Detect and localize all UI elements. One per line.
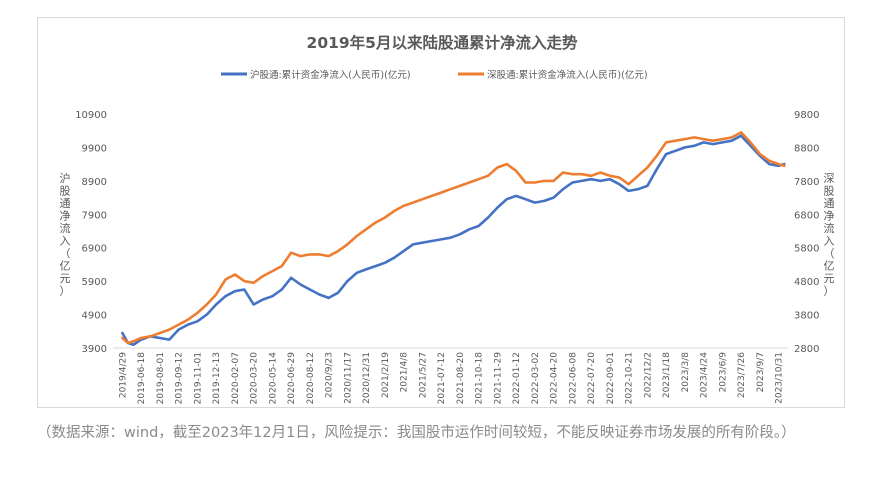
x-tick-label: 2022-06-08 — [568, 352, 578, 405]
series-line-shenzhen — [121, 131, 786, 345]
legend: 沪股通:累计资金净流入(人民币)(亿元) 深股通:累计资金净流入(人民币)(亿元… — [221, 69, 648, 81]
y-right-tick-label: 2800 — [794, 344, 819, 355]
x-tick-label: 2019-11-01 — [193, 352, 203, 404]
y-left-tick-label: 9900 — [82, 143, 107, 154]
y-right-tick-label: 3800 — [794, 311, 819, 322]
chart-title: 2019年5月以来陆股通累计净流入走势 — [307, 33, 578, 52]
x-tick-label: 2020-06-29 — [287, 352, 297, 405]
x-tick-label: 2020/11/17 — [343, 352, 353, 404]
series-layer — [121, 131, 786, 347]
x-tick-label: 2021-07-12 — [437, 352, 447, 404]
x-tick-label: 2023/6/9 — [718, 352, 728, 393]
x-tick-label: 2020/12/31 — [362, 352, 372, 404]
x-tick-label: 2022-07-20 — [587, 352, 597, 405]
y-right-tick-label: 4800 — [794, 277, 819, 288]
x-tick-label: 2022/12/2 — [643, 352, 653, 398]
y-right-tick-label: 5800 — [794, 244, 819, 255]
x-tick-label: 2019/4/29 — [118, 352, 128, 398]
x-tick-label: 2020-03-20 — [250, 352, 260, 405]
x-tick-label: 2020-08-12 — [306, 352, 316, 404]
x-tick-label: 2023/7/26 — [737, 352, 747, 398]
source-caption: （数据来源：wind，截至2023年12月1日，风险提示：我国股市运作时间较短，… — [37, 425, 796, 441]
x-tick-label: 2022-01-12 — [512, 352, 522, 404]
y-left-tick-label: 6900 — [82, 244, 107, 255]
y-right-tick-label: 7800 — [794, 177, 819, 188]
x-tick-label: 2021/5/27 — [418, 352, 428, 398]
y-right-tick-label: 9800 — [794, 110, 819, 121]
legend-label-shenzhen: 深股通:累计资金净流入(人民币)(亿元) — [487, 69, 648, 81]
x-tick-label: 2019-06-18 — [137, 352, 147, 405]
x-tick-label: 2021-10-18 — [475, 352, 485, 405]
x-tick-label: 2019-12-13 — [212, 352, 222, 404]
x-tick-label: 2023/3/8 — [681, 352, 691, 393]
x-tick-label: 2021/4/8 — [400, 352, 410, 393]
x-tick-label: 2022-09-01 — [606, 352, 616, 404]
line-chart: 2019年5月以来陆股通累计净流入走势 沪股通:累计资金净流入(人民币)(亿元)… — [60, 33, 835, 405]
x-tick-label: 2021-08-20 — [456, 352, 466, 405]
y-left-tick-label: 10900 — [75, 110, 107, 121]
x-axis: 2019/4/29 2019-06-18 2019-08-01 2019-09-12 2… — [118, 352, 784, 405]
x-tick-label: 2022-03-02 — [531, 352, 541, 404]
y-left-tick-label: 4900 — [82, 311, 107, 322]
y-left-tick-label: 7900 — [82, 210, 107, 221]
x-tick-label: 2022-10-21 — [625, 352, 635, 404]
x-tick-label: 2019-08-01 — [156, 352, 166, 404]
legend-label-shanghai: 沪股通:累计资金净流入(人民币)(亿元) — [250, 69, 411, 81]
x-tick-label: 2020-02-07 — [231, 352, 241, 404]
chart-frame: 2019年5月以来陆股通累计净流入走势 沪股通:累计资金净流入(人民币)(亿元)… — [37, 17, 845, 408]
series-line-shanghai — [121, 134, 786, 347]
x-tick-label: 2022-04-20 — [550, 352, 560, 405]
y-left-tick-label: 3900 — [82, 344, 107, 355]
x-tick-label: 2019-09-12 — [175, 352, 185, 404]
x-tick-label: 2021/2/19 — [381, 352, 391, 398]
y-axis-right-label: 深股通净流入（亿元） — [824, 172, 835, 298]
x-tick-label: 2023/4/24 — [700, 352, 710, 398]
y-axis-right: 2800 3800 4800 5800 6800 7800 8800 9800 — [794, 110, 819, 355]
y-left-tick-label: 5900 — [82, 277, 107, 288]
y-axis-left-label: 沪股通净流入（亿元） — [60, 171, 71, 298]
x-tick-label: 2020/9/23 — [325, 352, 335, 398]
x-tick-label: 2020-05-14 — [268, 352, 278, 405]
x-tick-label: 2023/1/18 — [662, 352, 672, 398]
x-tick-label: 2023/9/7 — [756, 352, 766, 392]
x-tick-label: 2021-11-29 — [493, 352, 503, 405]
y-axis-left: 3900 4900 5900 6900 7900 8900 9900 10900 — [75, 110, 107, 355]
y-left-tick-label: 8900 — [82, 177, 107, 188]
y-right-tick-label: 6800 — [794, 210, 819, 221]
y-right-tick-label: 8800 — [794, 143, 819, 154]
x-tick-label: 2023/10/31 — [775, 352, 785, 404]
